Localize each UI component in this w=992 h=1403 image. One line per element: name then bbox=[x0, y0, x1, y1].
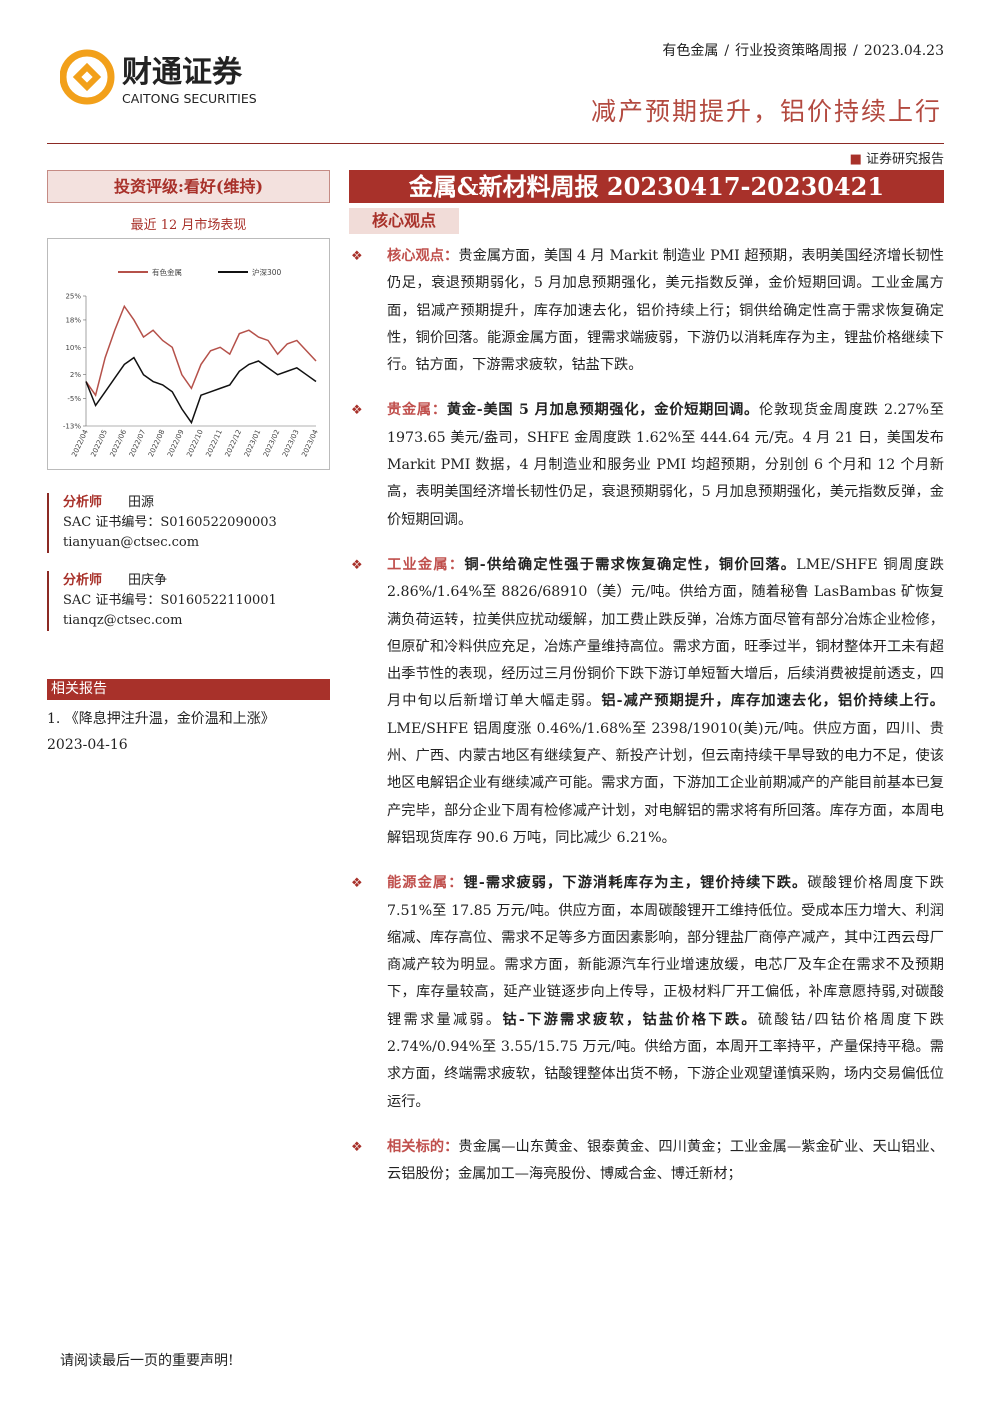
logo-icon bbox=[60, 49, 115, 105]
headline: 减产预期提升，铝价持续上行 bbox=[590, 97, 942, 126]
bullet-text: 伦敦现货金周度跌 2.27%至 1973.65 美元/盎司，SHFE 金周度跌 … bbox=[387, 402, 944, 528]
legend-label: 有色金属 bbox=[152, 267, 182, 277]
section-tab: 核心观点 bbox=[349, 208, 459, 234]
bullet-icon: ❖ bbox=[351, 403, 363, 419]
breadcrumb-item: 2023.04.23 bbox=[863, 43, 944, 59]
analyst-name: 田庆争 bbox=[128, 573, 168, 588]
x-tick-label: 2023/01 bbox=[243, 428, 263, 458]
breadcrumb-item: 有色金属 bbox=[662, 43, 719, 59]
x-tick-label: 2022/08 bbox=[147, 428, 167, 458]
chart-caption: 最近 12 月市场表现 bbox=[130, 218, 247, 233]
bullet-icon: ❖ bbox=[351, 1139, 363, 1155]
related-title: 相关报告 bbox=[47, 679, 330, 700]
x-tick-label: 2022/11 bbox=[204, 428, 224, 458]
bullet-text: 黄金-美国 5 月加息预期强化，金价短期回调。 bbox=[446, 402, 760, 419]
related-date: 2023-04-16 bbox=[47, 737, 128, 753]
bullet-text: 钴-下游需求疲软，钴盐价格下跌。 bbox=[502, 1011, 758, 1028]
bullet: ❖ 相关标的：贵金属—山东黄金、银泰黄金、四川黄金；工业金属—紫金矿业、天山铝业、… bbox=[349, 1134, 944, 1189]
y-tick-label: 2% bbox=[70, 371, 81, 379]
bullet-text: 碳酸锂价格周度下跌 7.51%至 17.85 万元/吨。供应方面，本周碳酸锂开工… bbox=[387, 875, 944, 1028]
related-reports: 1. 《降息押注升温，金价温和上涨》 2023-04-16 bbox=[47, 706, 330, 758]
analyst-line: 分析师 田源 bbox=[63, 493, 330, 513]
y-tick-label: 25% bbox=[65, 293, 81, 301]
bullet-text: LME/SHFE 铝周度涨 0.46%/1.68%至 2398/19010(美)… bbox=[387, 720, 944, 846]
logo-cn: 财通证券 bbox=[122, 55, 243, 90]
bullet-text: 贵金属—山东黄金、银泰黄金、四川黄金；工业金属—紫金矿业、天山铝业、云铝股份；金… bbox=[387, 1138, 944, 1183]
bullet: ❖ 核心观点：贵金属方面，美国 4 月 Markit 制造业 PMI 超预期，表明… bbox=[349, 243, 944, 379]
report-type-text: 证券研究报告 bbox=[865, 152, 944, 167]
bullet-label: 贵金属： bbox=[387, 402, 447, 419]
bullet-icon: ❖ bbox=[351, 876, 363, 892]
bullet-icon: ❖ bbox=[351, 557, 363, 573]
logo-en: CAITONG SECURITIES bbox=[122, 91, 257, 106]
bullet-text: 硫酸钴/四钴价格周度下跌 2.74%/0.94%至 3.55/15.75 万元/… bbox=[387, 1011, 944, 1110]
y-tick-label: -13% bbox=[63, 423, 81, 431]
analyst-sac: SAC 证书编号：S0160522090003 bbox=[63, 515, 277, 530]
x-tick-label: 2022/07 bbox=[128, 428, 148, 458]
separator: / bbox=[853, 43, 858, 59]
divider bbox=[47, 143, 944, 144]
breadcrumb: 有色金属 / 行业投资策略周报 / 2023.04.23 bbox=[662, 40, 944, 60]
x-tick-label: 2022/09 bbox=[166, 428, 186, 458]
bullet-label: 相关标的： bbox=[387, 1138, 459, 1155]
analyst-role: 分析师 bbox=[63, 495, 103, 510]
square-icon: ■ bbox=[849, 152, 866, 167]
x-tick-label: 2022/04 bbox=[70, 428, 90, 458]
report-type: ■ 证券研究报告 bbox=[850, 148, 944, 167]
analyst: 分析师 田庆争 SAC 证书编号：S0160522110001 tianqz@ctse… bbox=[47, 571, 330, 631]
report-title: 金属&新材料周报 20230417-20230421 bbox=[349, 170, 944, 203]
analyst-email: tianyuan@ctsec.com bbox=[63, 535, 200, 550]
bullet-label: 核心观点： bbox=[387, 248, 459, 264]
bullet-text: LME/SHFE 铜周度跌 2.86%/1.64%至 8826/68910（美）… bbox=[387, 556, 944, 710]
y-tick-label: 18% bbox=[65, 316, 81, 324]
bullet-text: 铝-减产预期提升，库存加速去化，铝价持续上行。 bbox=[601, 693, 944, 710]
analyst-role: 分析师 bbox=[63, 573, 103, 588]
chart-box: 25% 18% 10% 2% -5% -13% 2022/04 2022/05 2022/06 2… bbox=[47, 238, 330, 470]
footer: 请阅读最后一页的重要声明! bbox=[60, 1353, 234, 1369]
bullets: ❖ 核心观点：贵金属方面，美国 4 月 Markit 制造业 PMI 超预期，表明… bbox=[349, 243, 944, 1207]
breadcrumb-item: 行业投资策略周报 bbox=[735, 43, 848, 59]
analysts: 分析师 田源 SAC 证书编号：S0160522090003 tianyuan@cts… bbox=[47, 493, 330, 649]
related-item: 1. 《降息押注升温，金价温和上涨》 bbox=[47, 711, 275, 727]
bullet-text: 铜-供给确定性强于需求恢复确定性，铜价回落。 bbox=[464, 556, 797, 573]
bullet-label: 工业金属： bbox=[387, 556, 465, 573]
separator: / bbox=[724, 43, 730, 59]
logo: 财通证券 CAITONG SECURITIES bbox=[60, 49, 257, 106]
series-line bbox=[85, 356, 317, 425]
bullet-text: 锂-需求疲弱，下游消耗库存为主，锂价持续下跌。 bbox=[463, 875, 808, 892]
series-line bbox=[85, 304, 317, 397]
analyst-sac: SAC 证书编号：S0160522110001 bbox=[63, 593, 277, 608]
bullet: ❖ 工业金属：铜-供给确定性强于需求恢复确定性，铜价回落。LME/SHFE 铜周度… bbox=[349, 552, 944, 852]
rating: 投资评级:看好(维持) bbox=[47, 170, 330, 203]
analyst-line: 分析师 田庆争 bbox=[63, 571, 330, 591]
bullet: ❖ 贵金属：黄金-美国 5 月加息预期强化，金价短期回调。伦敦现货金周度跌 2.2… bbox=[349, 397, 944, 533]
x-tick-label: 2023/03 bbox=[281, 428, 301, 458]
legend-label: 沪深300 bbox=[252, 267, 282, 277]
x-tick-label: 2023/02 bbox=[262, 428, 282, 458]
x-tick-label: 2022/05 bbox=[89, 428, 109, 458]
x-tick-label: 2023/04 bbox=[300, 428, 320, 458]
x-tick-label: 2022/10 bbox=[185, 428, 205, 458]
y-tick-label: -5% bbox=[67, 395, 81, 403]
x-tick-label: 2022/06 bbox=[109, 428, 129, 458]
x-tick-label: 2022/12 bbox=[224, 428, 244, 458]
analyst-email: tianqz@ctsec.com bbox=[63, 613, 183, 628]
bullet-icon: ❖ bbox=[351, 249, 363, 264]
chart: 25%18%10%2%-5%-13%2022/04 2022/05 2022/06 2… bbox=[63, 267, 320, 458]
analyst-name: 田源 bbox=[128, 495, 155, 510]
bullet-label: 能源金属： bbox=[387, 875, 464, 892]
bullet-text: 贵金属方面，美国 4 月 Markit 制造业 PMI 超预期，表明美国经济增长… bbox=[387, 248, 944, 374]
analyst: 分析师 田源 SAC 证书编号：S0160522090003 tianyuan@cts… bbox=[47, 493, 330, 553]
y-tick-label: 10% bbox=[65, 344, 81, 352]
bullet: ❖ 能源金属：锂-需求疲弱，下游消耗库存为主，锂价持续下跌。碳酸锂价格周度下跌 7… bbox=[349, 870, 944, 1116]
